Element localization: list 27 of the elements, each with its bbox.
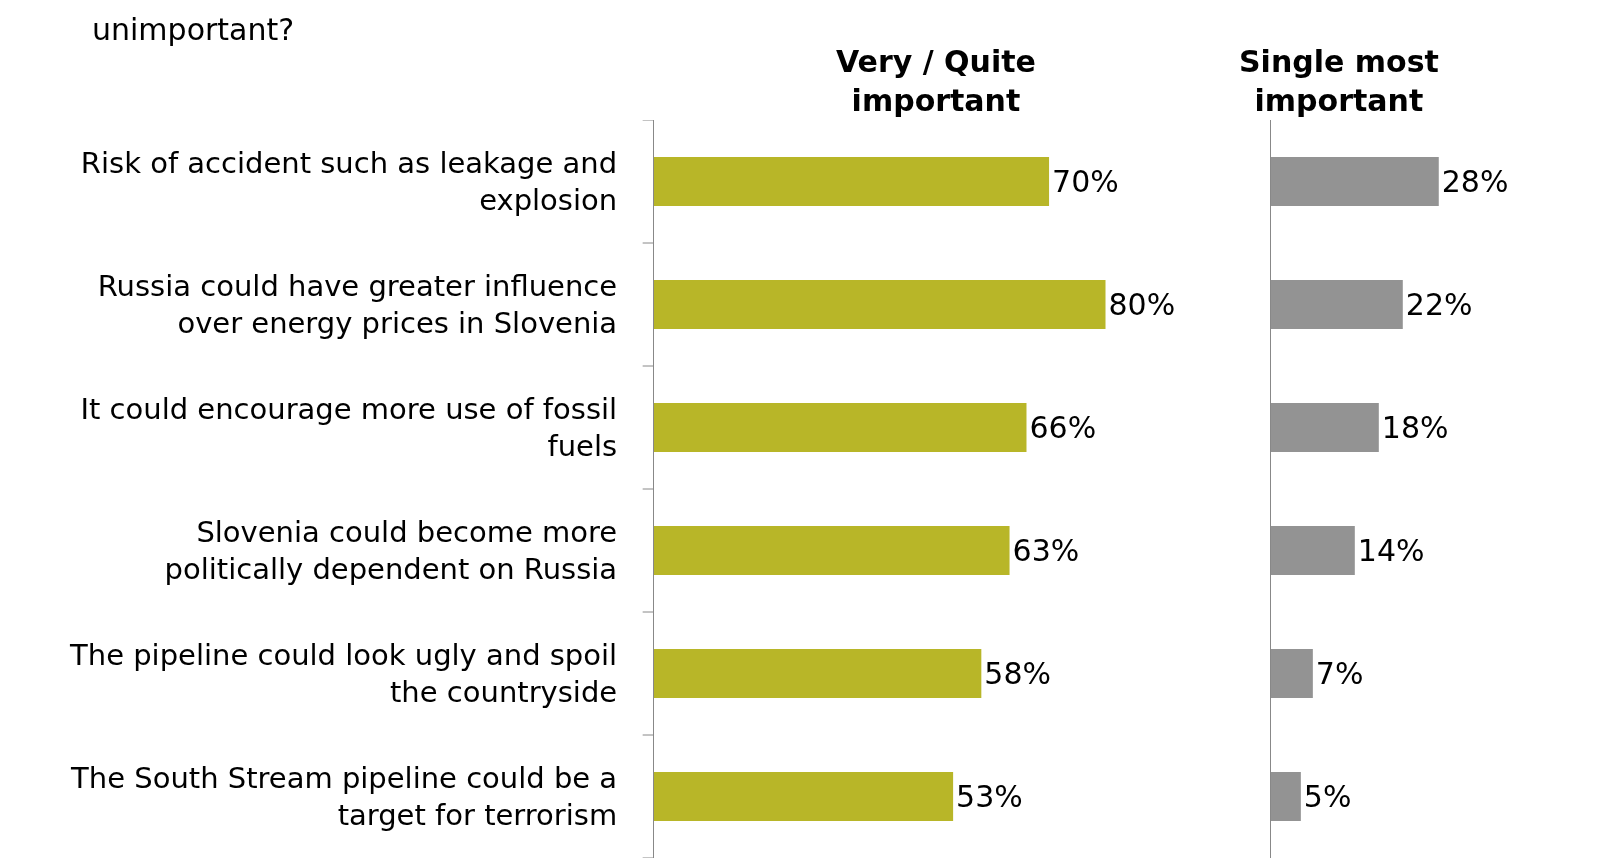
data-label: 18%: [1381, 410, 1449, 445]
data-label: 70%: [1052, 164, 1119, 199]
y-tick-label: Risk of accident such as leakage and explosion: [80, 145, 618, 218]
chart-title: Single most important: [1239, 44, 1439, 118]
data-label: 63%: [1012, 533, 1080, 568]
bar: [653, 279, 1106, 330]
bar: [653, 156, 1050, 207]
y-tick-label: Russia could have greater influence over energy prices in Slovenia: [97, 268, 618, 341]
y-tick-label: The South Stream pipeline could be a target for terrorism: [70, 760, 618, 833]
y-tick-label: It could encourage more use of fossil fuels: [80, 391, 618, 464]
y-tick-label: Slovenia could become more politically dependent on Russia: [164, 514, 618, 587]
data-label: 14%: [1357, 533, 1425, 568]
bar: [653, 771, 954, 822]
bar: [653, 402, 1027, 453]
data-label: 66%: [1029, 410, 1097, 445]
chart-title: Very / Quite important: [836, 44, 1036, 118]
data-label: 80%: [1108, 287, 1176, 322]
y-tick-label: The pipeline could look ugly and spoil the countryside: [69, 637, 618, 710]
data-label: 5%: [1303, 779, 1352, 814]
bar: [653, 648, 982, 699]
data-label: 58%: [984, 656, 1052, 691]
data-label: 28%: [1441, 164, 1509, 199]
text: unimportant?: [92, 12, 295, 47]
bar: [653, 525, 1010, 576]
data-label: 22%: [1405, 287, 1473, 322]
data-label: 53%: [956, 779, 1023, 814]
data-label: 7%: [1315, 656, 1364, 691]
